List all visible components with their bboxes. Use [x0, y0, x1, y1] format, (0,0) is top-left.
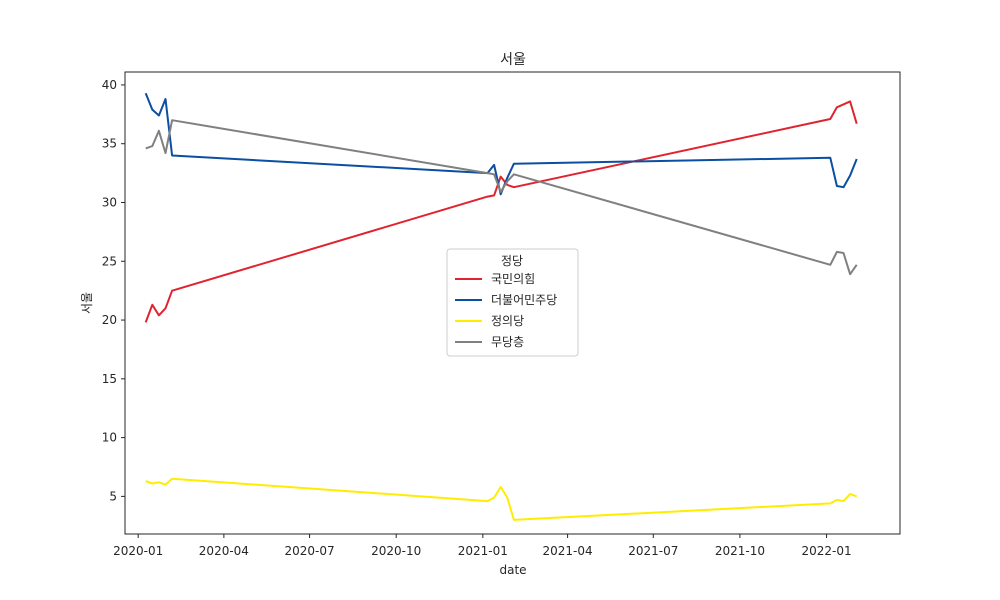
series-line-1: [144, 92, 858, 196]
y-tick-label: 15: [102, 372, 117, 386]
x-tick-label: 2022-01: [801, 544, 851, 558]
legend-label-2: 정의당: [491, 314, 524, 328]
y-tick-label: 35: [102, 137, 117, 151]
x-tick-label: 2021-04: [543, 544, 593, 558]
plot-frame: [124, 71, 901, 535]
x-axis-label: date: [499, 563, 526, 577]
series-line-2: [145, 477, 858, 521]
x-tick-label: 2020-01: [113, 544, 163, 558]
y-tick-label: 40: [102, 78, 117, 92]
legend-label-1: 더불어민주당: [491, 293, 557, 307]
x-tick-label: 2021-07: [628, 544, 678, 558]
y-axis-label: 서울: [80, 292, 94, 314]
series-layer: [144, 92, 858, 521]
x-tick-label: 2021-10: [715, 544, 765, 558]
y-tick-label: 5: [109, 489, 117, 503]
y-tick-label: 30: [102, 195, 117, 209]
y-axis: 5 10 15 20 25 30 35 40: [102, 78, 125, 503]
legend-title: 정당: [501, 254, 523, 268]
series-line-0: [144, 100, 858, 323]
series-line-3: [145, 119, 858, 276]
x-axis: 2020-01 2020-04 2020-07 2020-10 2021-01 2021-…: [113, 534, 852, 558]
legend-label-3: 무당층: [491, 335, 524, 349]
legend-label-0: 국민의힘: [491, 272, 535, 286]
y-tick-label: 25: [102, 254, 117, 268]
x-tick-label: 2020-07: [284, 544, 334, 558]
x-tick-label: 2020-10: [371, 544, 421, 558]
chart-title: 서울: [500, 52, 526, 68]
y-tick-label: 20: [102, 313, 117, 327]
legend-box: [446, 248, 579, 357]
x-tick-label: 2020-04: [199, 544, 249, 558]
y-tick-label: 10: [102, 431, 117, 445]
x-tick-label: 2021-01: [458, 544, 508, 558]
